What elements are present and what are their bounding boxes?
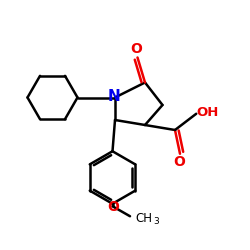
Text: 3: 3 <box>154 217 159 226</box>
Text: CH: CH <box>135 212 152 225</box>
Text: O: O <box>130 42 142 56</box>
Text: N: N <box>108 89 120 104</box>
Text: O: O <box>107 200 119 214</box>
Text: O: O <box>173 156 185 170</box>
Text: OH: OH <box>196 106 219 119</box>
